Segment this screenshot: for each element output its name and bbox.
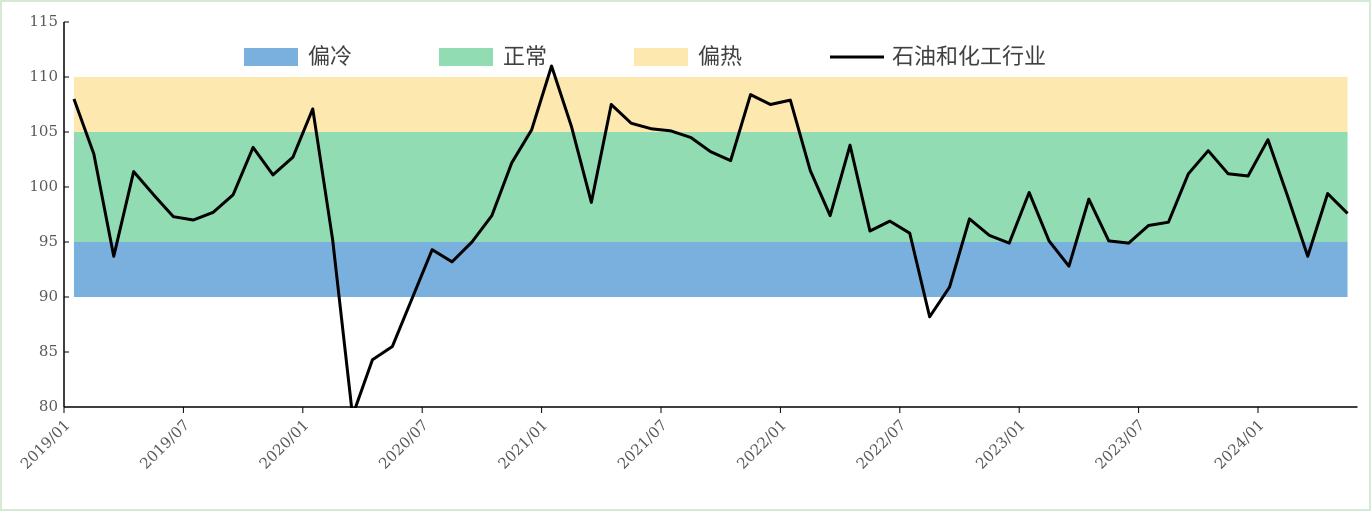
x-tick-label: 2021/07 [614, 416, 671, 473]
band [73, 242, 1348, 297]
legend-swatch [244, 48, 298, 66]
series-line [72, 64, 1349, 408]
y-tick-label: 80 [39, 397, 58, 415]
legend-swatch [634, 48, 688, 66]
y-tick-label: 95 [39, 232, 58, 250]
y-tick-label: 105 [29, 122, 58, 140]
x-tick-label: 2019/07 [136, 416, 193, 473]
y-tick-label: 85 [39, 342, 58, 360]
y-tick-label: 100 [29, 177, 58, 195]
legend-label: 偏热 [698, 45, 742, 70]
y-tick-label: 90 [39, 287, 58, 305]
x-tick-label: 2021/01 [494, 416, 551, 473]
band [73, 77, 1348, 132]
x-tick-label: 2023/01 [972, 416, 1029, 473]
x-tick-label: 2020/07 [375, 416, 432, 473]
legend-label: 偏冷 [308, 45, 352, 70]
legend-label: 石油和化工行业 [892, 45, 1046, 70]
x-tick-label: 2019/01 [17, 416, 74, 473]
x-tick-label: 2022/07 [853, 416, 910, 473]
legend-swatch [439, 48, 493, 66]
x-tick-label: 2024/01 [1211, 416, 1268, 473]
x-tick-label: 2022/01 [733, 416, 790, 473]
x-tick-label: 2023/07 [1091, 416, 1148, 473]
x-tick-label: 2020/01 [256, 416, 313, 473]
legend-label: 正常 [503, 45, 547, 70]
y-tick-label: 110 [29, 67, 58, 85]
y-tick-label: 115 [29, 12, 58, 30]
